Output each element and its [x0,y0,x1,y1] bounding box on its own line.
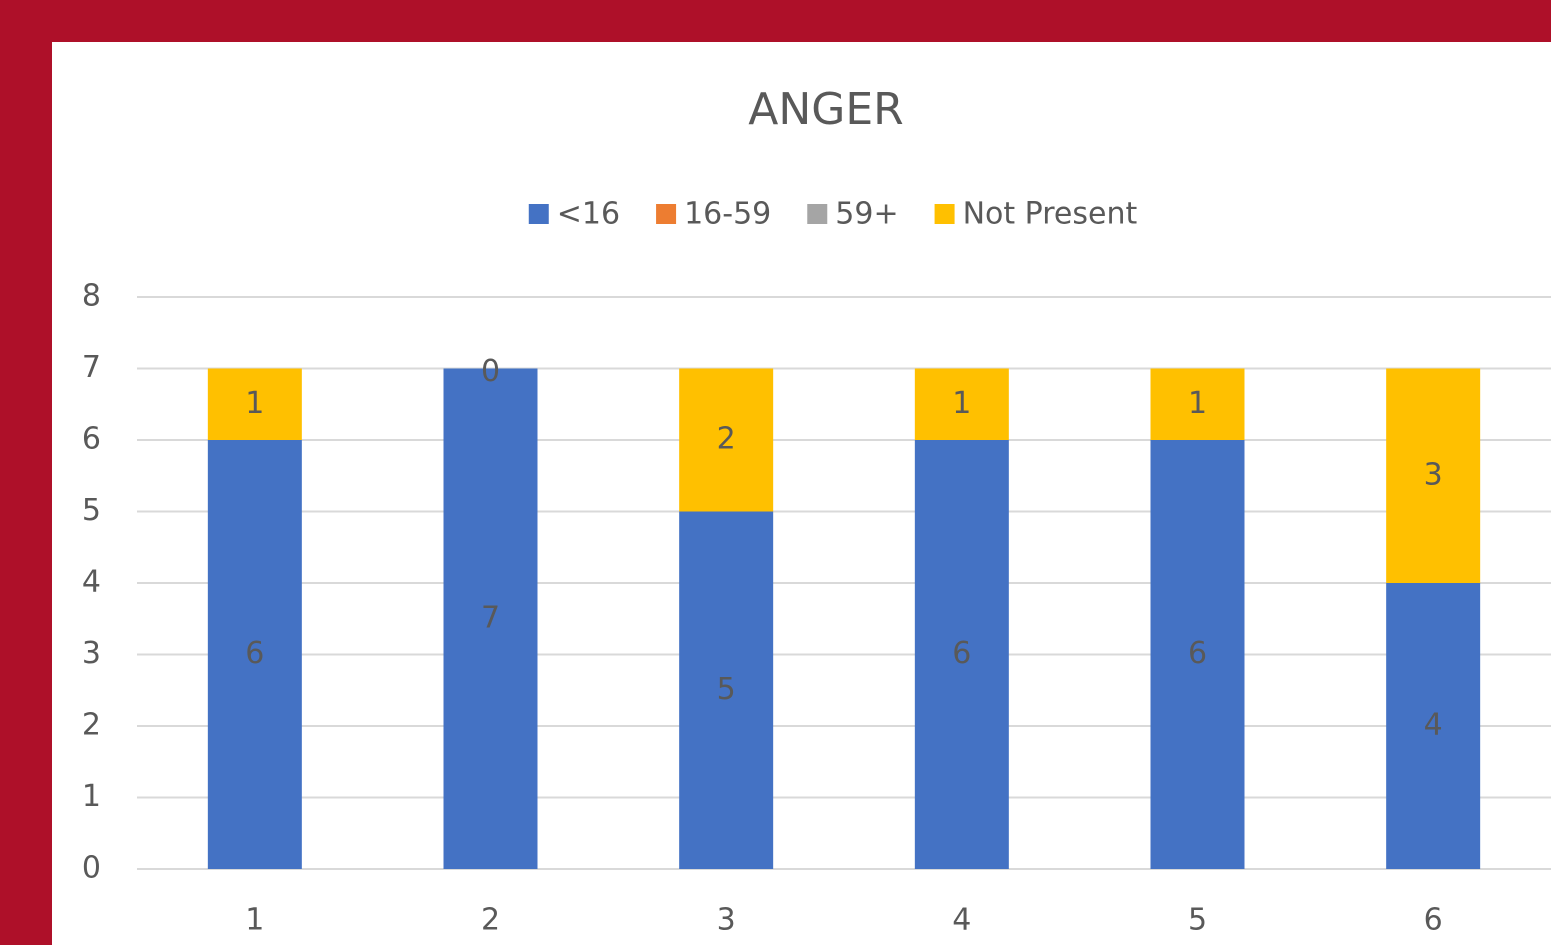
y-tick-label: 4 [82,565,101,600]
bar-segment [679,368,774,512]
chart-title: ANGER [748,84,903,135]
x-tick-label: 6 [1424,903,1443,938]
x-tick-label: 3 [717,903,736,938]
x-tick-label: 4 [952,903,971,938]
data-label: 0 [481,354,500,389]
data-label: 6 [245,636,264,671]
data-label: 6 [952,636,971,671]
data-label: 1 [1188,386,1207,421]
y-tick-label: 6 [82,422,101,457]
legend-swatch [528,204,549,224]
data-label: 1 [245,386,264,421]
legend-label: 16-59 [684,197,771,232]
data-label: 2 [717,422,736,457]
y-tick-label: 0 [82,851,101,886]
data-label: 4 [1424,708,1443,743]
bar-segment [1150,368,1245,440]
bar-segment [443,368,538,869]
y-tick-label: 1 [82,779,101,814]
data-label: 6 [1188,636,1207,671]
bar-segment [1386,368,1481,583]
bar-segment [1150,440,1245,869]
legend-label: 59+ [835,197,898,232]
legend-swatch [807,204,828,224]
legend-swatch [656,204,677,224]
y-tick-label: 5 [82,493,101,528]
x-tick-label: 1 [245,903,264,938]
panel [52,42,1551,945]
data-label: 5 [717,672,736,707]
legend-label: Not Present [963,197,1138,232]
bar-segment [914,440,1009,869]
bar-segment [914,368,1009,440]
bar-segment [207,440,302,869]
y-tick-label: 8 [82,279,101,314]
y-tick-label: 3 [82,636,101,671]
legend-label: <16 [557,197,620,232]
y-tick-label: 2 [82,708,101,743]
data-label: 1 [952,386,971,421]
x-tick-label: 2 [481,903,500,938]
x-tick-label: 5 [1188,903,1207,938]
y-tick-label: 7 [82,350,101,385]
legend-swatch [934,204,955,224]
bar-segment [679,511,774,869]
bar-segment [207,368,302,440]
data-label: 3 [1424,457,1443,492]
data-label: 7 [481,600,500,635]
bar-segment [1386,583,1481,869]
